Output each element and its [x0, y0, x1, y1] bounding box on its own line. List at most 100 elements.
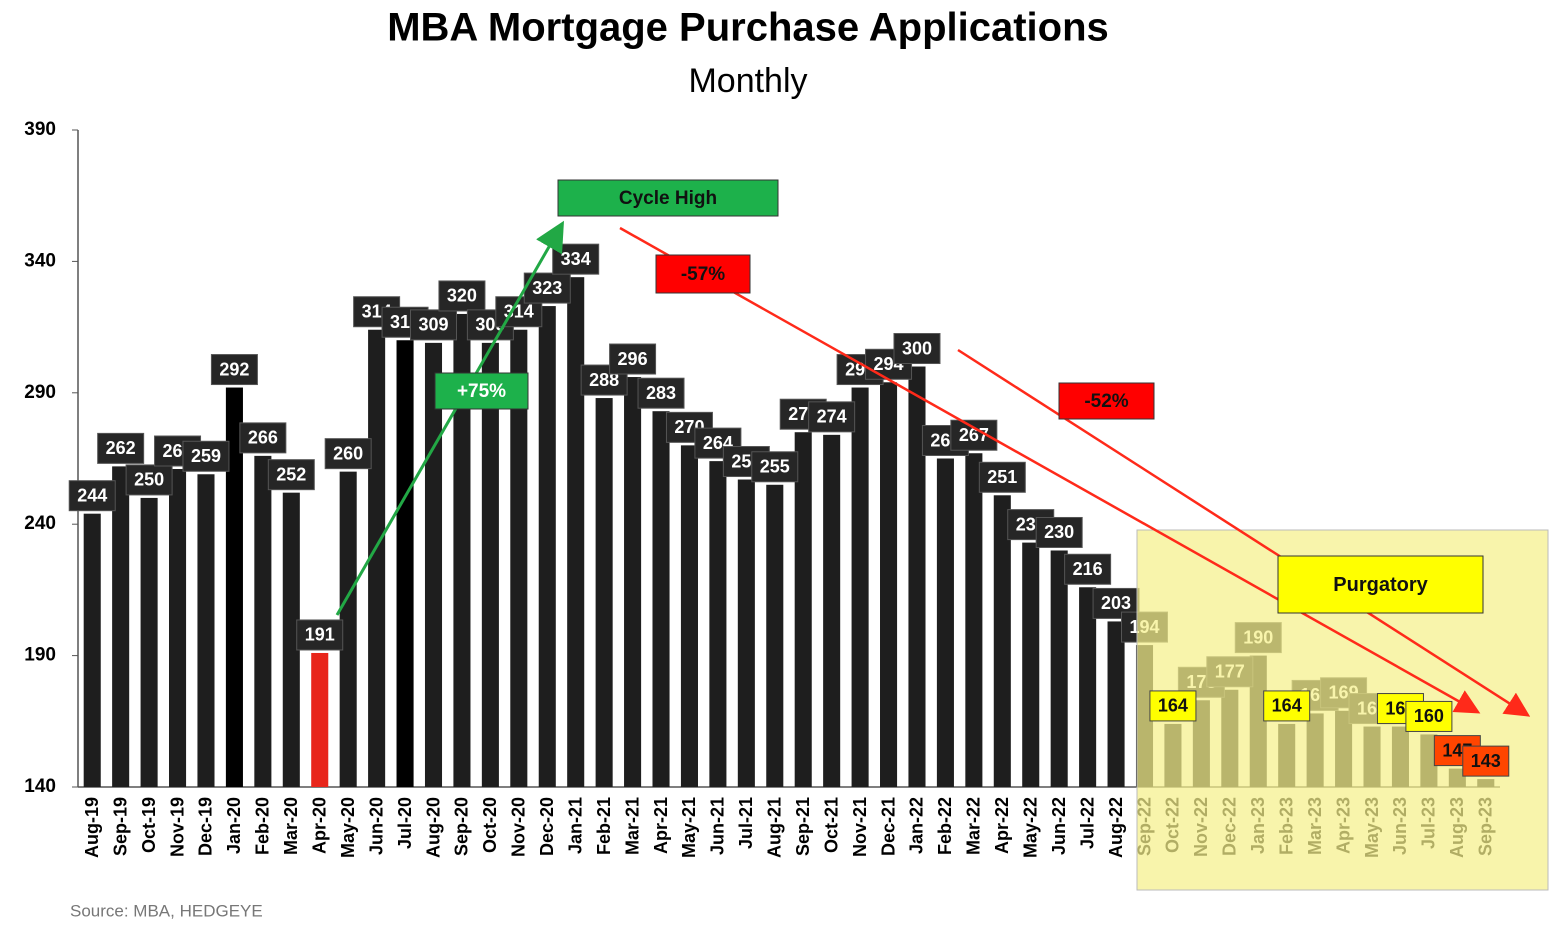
annotation-box [655, 254, 751, 294]
bar [254, 455, 272, 787]
annotation: +75% [457, 381, 506, 402]
label-box [1263, 690, 1311, 722]
label-box [893, 333, 941, 365]
chart-subtitle: Monthly [688, 62, 807, 100]
x-tick-label: Oct-19 [139, 797, 159, 853]
label-box [68, 480, 116, 512]
data-label: 283 [646, 383, 676, 403]
x-tick-label: Aug-19 [82, 797, 102, 858]
annotation-box [434, 372, 529, 410]
x-tick-label: Jul-22 [1077, 797, 1097, 849]
label-box [438, 280, 486, 312]
x-tick-label: Aug-21 [765, 797, 785, 858]
y-tick-label: 240 [24, 513, 56, 534]
data-label: 216 [1073, 559, 1103, 579]
x-tick-label: Feb-20 [253, 797, 273, 855]
data-label: 292 [219, 359, 249, 379]
annotation-box [1058, 382, 1155, 420]
x-tick-label: Nov-21 [850, 797, 870, 857]
bar [936, 458, 954, 787]
data-label: 164 [1158, 696, 1188, 716]
x-tick-label: Sep-21 [793, 797, 813, 856]
bar [1050, 550, 1068, 787]
data-label: 203 [1101, 593, 1131, 613]
y-tick-label: 290 [24, 382, 56, 403]
y-tick-label: 340 [24, 250, 56, 271]
data-label: 164 [1272, 696, 1302, 716]
x-tick-label: Apr-20 [309, 797, 329, 854]
x-tick-label: May-20 [338, 797, 358, 858]
data-label: 250 [134, 470, 164, 490]
bar [1079, 587, 1097, 787]
bar [112, 466, 130, 787]
bar [510, 329, 528, 787]
bar [823, 434, 841, 787]
data-label: 309 [418, 315, 448, 335]
bar [766, 484, 784, 787]
bar [396, 340, 414, 787]
x-tick-label: Feb-22 [935, 797, 955, 855]
x-tick-label: Jan-22 [907, 797, 927, 854]
x-tick-label: Sep-20 [452, 797, 472, 856]
annotation-box [1277, 555, 1484, 614]
label-box [808, 401, 856, 433]
chart-title: MBA Mortgage Purchase Applications [387, 6, 1109, 50]
data-label: 274 [817, 407, 847, 427]
x-tick-label: Aug-20 [423, 797, 443, 858]
arrow [619, 226, 1481, 714]
x-tick-label: Nov-20 [509, 797, 529, 857]
bar [624, 377, 642, 787]
data-label: 160 [1414, 706, 1444, 726]
bar [737, 479, 755, 787]
x-tick-label: Mar-20 [281, 797, 301, 855]
y-tick-label: 140 [24, 776, 56, 797]
x-tick-label: May-21 [679, 797, 699, 858]
x-tick-label: Dec-21 [878, 797, 898, 856]
label-box [125, 464, 173, 496]
data-label: 334 [561, 249, 591, 269]
bar [225, 387, 243, 787]
data-label: 244 [77, 485, 107, 505]
data-label: 251 [987, 467, 1017, 487]
data-label: 262 [106, 438, 136, 458]
data-label: 267 [959, 425, 989, 445]
bar [851, 387, 869, 787]
bar [197, 474, 215, 787]
annotation: Purgatory [1333, 574, 1428, 596]
x-tick-label: Apr-21 [651, 797, 671, 854]
x-tick-label: Mar-21 [622, 797, 642, 855]
x-tick-label: Dec-20 [537, 797, 557, 856]
data-label: 255 [760, 457, 790, 477]
x-tick-label: Feb-21 [594, 797, 614, 855]
bar [993, 495, 1011, 787]
bar [595, 398, 613, 787]
annotation: -57% [681, 264, 725, 285]
x-tick-label: Jun-21 [708, 797, 728, 855]
bar [794, 432, 812, 787]
x-tick-label: Sep-19 [110, 797, 130, 856]
annotation: Cycle High [619, 188, 717, 209]
x-tick-label: Aug-22 [1106, 797, 1126, 858]
x-tick-label: Apr-22 [992, 797, 1012, 854]
bar [169, 469, 187, 787]
data-label: 323 [532, 278, 562, 298]
bar [908, 366, 926, 787]
label-box [1064, 553, 1112, 585]
bar [1022, 542, 1040, 787]
bar [965, 453, 983, 787]
x-tick-label: May-22 [1020, 797, 1040, 858]
label-box [1149, 690, 1197, 722]
bar [880, 382, 898, 787]
data-label: 288 [589, 370, 619, 390]
data-label: 260 [333, 443, 363, 463]
x-tick-label: Dec-19 [196, 797, 216, 856]
data-label: 230 [1044, 522, 1074, 542]
annotation: -52% [1084, 391, 1128, 412]
data-label: 252 [276, 464, 306, 484]
label-box [978, 461, 1026, 493]
x-tick-label: Jul-21 [736, 797, 756, 849]
bar [83, 513, 101, 787]
label-box [637, 377, 685, 409]
label-box [267, 459, 315, 491]
